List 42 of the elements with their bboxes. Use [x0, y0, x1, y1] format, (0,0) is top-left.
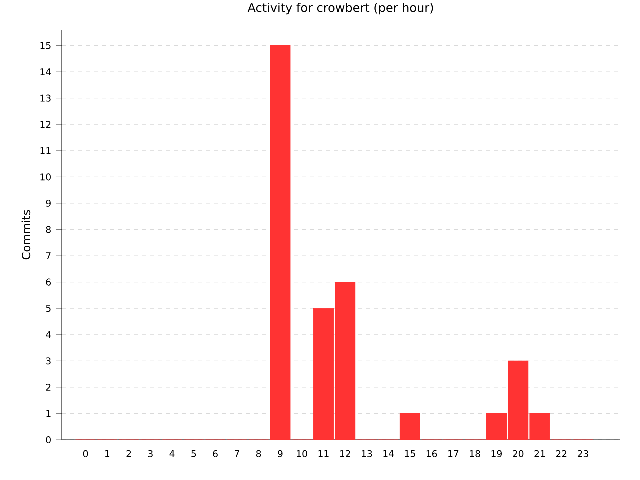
y-tick-label: 11 [40, 148, 51, 154]
x-tick-label: 16 [426, 450, 438, 458]
y-tick-label: 12 [40, 121, 51, 128]
x-tick-label: 11 [318, 450, 329, 458]
y-tick-label: 6 [46, 278, 52, 286]
y-tick-label: 15 [40, 42, 51, 50]
x-tick-label: 20 [513, 450, 524, 458]
y-tick-label: 7 [46, 252, 51, 260]
x-tick-label: 6 [213, 450, 218, 458]
x-tick-label: 19 [492, 450, 502, 458]
y-tick-label: 1 [46, 410, 51, 418]
x-tick-label: 14 [384, 450, 394, 458]
x-tick-label: 22 [556, 450, 567, 458]
x-tick-label: 9 [278, 450, 283, 458]
y-tick-label: 2 [46, 384, 51, 391]
x-tick-label: 8 [256, 450, 262, 458]
chart-title: Activity for crowbert (per hour) [248, 3, 434, 15]
x-tick-label: 18 [470, 450, 480, 458]
x-tick-label: 2 [126, 450, 132, 458]
y-tick-label: 10 [40, 174, 51, 181]
x-tick-label: 1 [105, 450, 110, 458]
x-tick-label: 13 [362, 450, 372, 458]
y-tick-label: 0 [46, 436, 51, 444]
x-tick-label: 5 [192, 450, 196, 458]
x-tick-label: 21 [534, 450, 546, 458]
y-tick-label: 3 [46, 358, 51, 365]
y-tick-label: 14 [40, 68, 52, 76]
x-tick-label: 7 [234, 450, 240, 458]
y-tick-label: 4 [46, 331, 52, 338]
y-tick-label: 8 [46, 226, 51, 234]
x-tick-label: 0 [83, 450, 88, 458]
y-tick-label: 9 [46, 200, 51, 207]
x-tick-label: 3 [148, 450, 153, 458]
x-tick-label: 15 [405, 450, 416, 458]
x-tick-label: 23 [578, 450, 588, 458]
y-axis-title: Commits [22, 210, 31, 260]
x-tick-label: 12 [340, 450, 350, 458]
x-tick-label: 10 [297, 450, 308, 458]
x-tick-label: 4 [170, 450, 175, 458]
y-tick-label: 13 [40, 94, 51, 102]
y-tick-label: 5 [46, 305, 51, 312]
x-tick-label: 17 [448, 450, 459, 458]
